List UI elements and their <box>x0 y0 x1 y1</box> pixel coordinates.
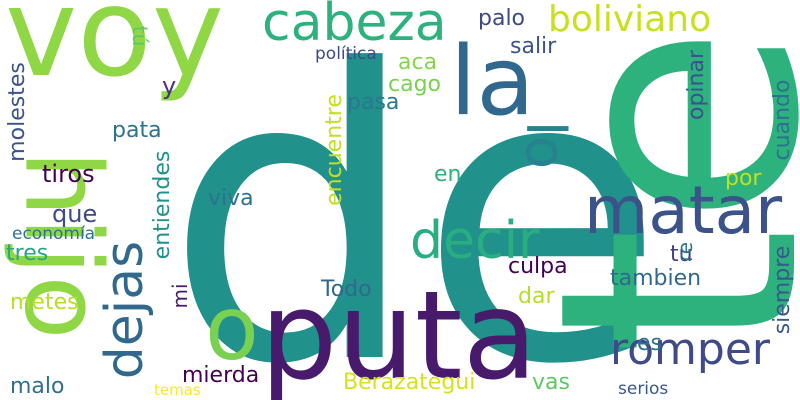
word-metes: metes <box>10 290 79 315</box>
word-que: que <box>52 200 98 228</box>
word-tu-accent: tú <box>128 25 152 47</box>
word-culpa: culpa <box>508 254 568 279</box>
word-matar: matar <box>584 172 783 249</box>
word-la: la <box>450 27 535 137</box>
word-cago: cago <box>388 72 442 97</box>
word-aca: aca <box>398 50 438 75</box>
word-romper: romper <box>610 324 770 375</box>
word-cabeza: cabeza <box>262 0 447 53</box>
word-viva: viva <box>208 186 254 211</box>
word-todo: Todo <box>321 277 372 302</box>
word-dar: dar <box>518 284 555 309</box>
word-boliviano: boliviano <box>548 0 712 40</box>
word-tu: tu <box>670 242 693 267</box>
word-berazategui: Berazategui <box>343 370 476 395</box>
word-tres: tres <box>6 241 49 266</box>
word-palo: palo <box>478 6 526 31</box>
word-tiros: tiros <box>42 160 95 188</box>
word-pata: pata <box>112 118 162 143</box>
word-molestes: molestes <box>5 62 30 162</box>
word-salir: salir <box>510 34 557 59</box>
word-serios: serios <box>618 379 669 399</box>
word-cuando: cuando <box>770 79 795 161</box>
word-economia: economía <box>12 224 96 244</box>
word-malo: malo <box>10 374 65 399</box>
word-lo: lo <box>514 120 577 170</box>
word-vas: vas <box>532 370 570 395</box>
word-encuentre: encuentre <box>322 94 347 206</box>
word-politica: política <box>315 44 377 64</box>
word-temas: temas <box>154 381 201 399</box>
word-es: es <box>637 331 662 356</box>
word-puta: puta <box>260 265 538 400</box>
word-o: o <box>205 277 259 380</box>
word-en: en <box>434 162 462 187</box>
word-mierda: mierda <box>182 363 260 388</box>
word-mi: mi <box>168 283 192 309</box>
word-siempre: siempre <box>770 245 795 335</box>
word-dejas: dejas <box>95 240 155 380</box>
word-de: de <box>165 0 665 400</box>
word-decir: decir <box>410 211 540 271</box>
word-re: re <box>673 241 697 263</box>
word-entiendes: entiendes <box>150 150 175 260</box>
word-opinar: opinar <box>684 49 709 121</box>
word-voy: voy <box>5 0 225 104</box>
word-tambien: tambien <box>610 266 702 291</box>
word-y: y <box>162 72 177 100</box>
word-por: por <box>725 166 762 191</box>
word-pasa: pasa <box>347 90 400 115</box>
